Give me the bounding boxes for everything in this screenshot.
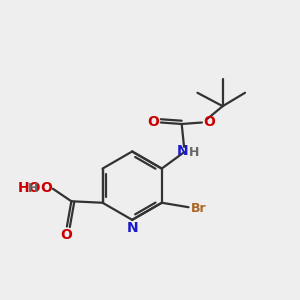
Text: N: N [177, 144, 188, 158]
Text: H: H [28, 182, 39, 195]
Text: O: O [203, 115, 215, 129]
Text: O: O [148, 115, 159, 129]
Text: Br: Br [190, 202, 206, 215]
Text: H: H [189, 146, 199, 159]
Text: N: N [126, 221, 138, 235]
Text: O: O [40, 181, 52, 195]
Text: HO: HO [18, 181, 42, 195]
Text: O: O [60, 228, 72, 242]
